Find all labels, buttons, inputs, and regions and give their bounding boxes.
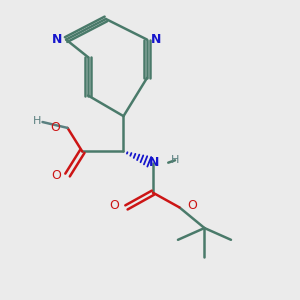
Text: O: O bbox=[187, 199, 197, 212]
Text: N: N bbox=[151, 33, 161, 46]
Text: N: N bbox=[149, 156, 160, 169]
Text: O: O bbox=[110, 200, 120, 212]
Text: O: O bbox=[51, 169, 61, 182]
Text: H: H bbox=[171, 155, 179, 165]
Text: H: H bbox=[32, 116, 41, 126]
Text: O: O bbox=[50, 122, 60, 134]
Text: N: N bbox=[52, 33, 62, 46]
